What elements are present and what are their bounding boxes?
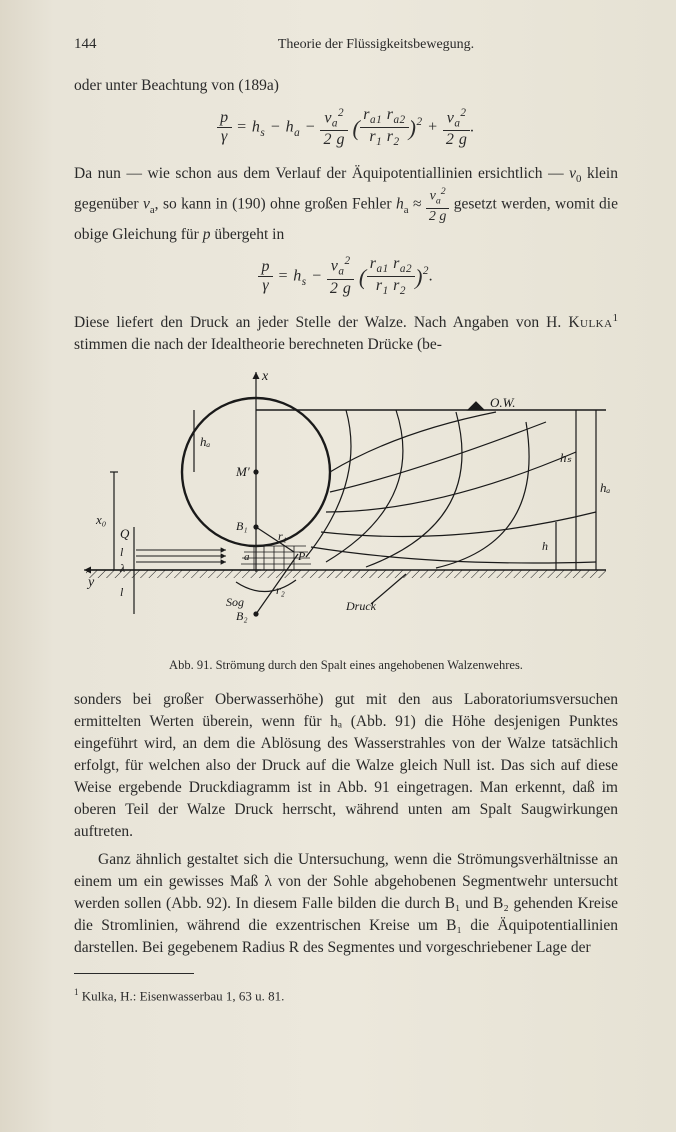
label-ha: hₐ: [200, 434, 211, 449]
label-druck: Druck: [345, 599, 377, 613]
label-q: Q: [120, 526, 130, 541]
label-p: P: [297, 549, 306, 563]
figure-caption: Abb. 91. Strömung durch den Spalt eines …: [74, 658, 618, 673]
page-header: 144 Theorie der Flüssigkeitsbewegung.: [74, 36, 618, 53]
label-h: h: [542, 539, 548, 553]
equation-2: pγ = hs − va2 2 g ( ra1 ra2 r1 r2 )2.: [74, 256, 618, 298]
label-a: a: [244, 551, 250, 563]
paragraph-3: Diese liefert den Druck an jeder Stelle …: [74, 311, 618, 356]
label-l: l: [120, 545, 124, 559]
label-b2: B₂: [236, 609, 248, 623]
page-number: 144: [74, 36, 134, 53]
label-m: M′: [235, 464, 250, 479]
footnote: 1 Kulka, H.: Eisenwasserbau 1, 63 u. 81.: [74, 987, 618, 1004]
label-b1: B₁: [236, 519, 248, 533]
label-sog: Sog: [226, 595, 244, 609]
label-r1: r₁: [278, 529, 287, 543]
label-ha2: hₐ: [600, 480, 611, 495]
footnote-rule: [74, 973, 194, 974]
paragraph-2: Da nun — wie schon aus dem Verlauf der Ä…: [74, 163, 618, 246]
running-head: Theorie der Flüssigkeitsbewegung.: [134, 37, 618, 53]
label-hs: hₛ: [560, 450, 572, 465]
label-x0: x₀: [95, 512, 106, 527]
label-y: y: [86, 575, 95, 590]
paragraph-1: oder unter Beachtung von (189a): [74, 75, 618, 97]
label-lambda: λ: [119, 561, 125, 575]
label-l2: l: [120, 585, 124, 599]
figure-91: O.W. x y M′ hₐ B₁ r₁ P: [74, 362, 618, 654]
label-x: x: [261, 369, 269, 384]
equation-1: pγ = hs − ha − va2 2 g ( ra1 ra2 r1 r2 )…: [74, 107, 618, 149]
paragraph-5: Ganz ähnlich gestaltet sich die Untersuc…: [74, 849, 618, 959]
paragraph-4: sonders bei großer Oberwasserhöhe) gut m…: [74, 689, 618, 843]
label-ow: O.W.: [490, 395, 516, 410]
